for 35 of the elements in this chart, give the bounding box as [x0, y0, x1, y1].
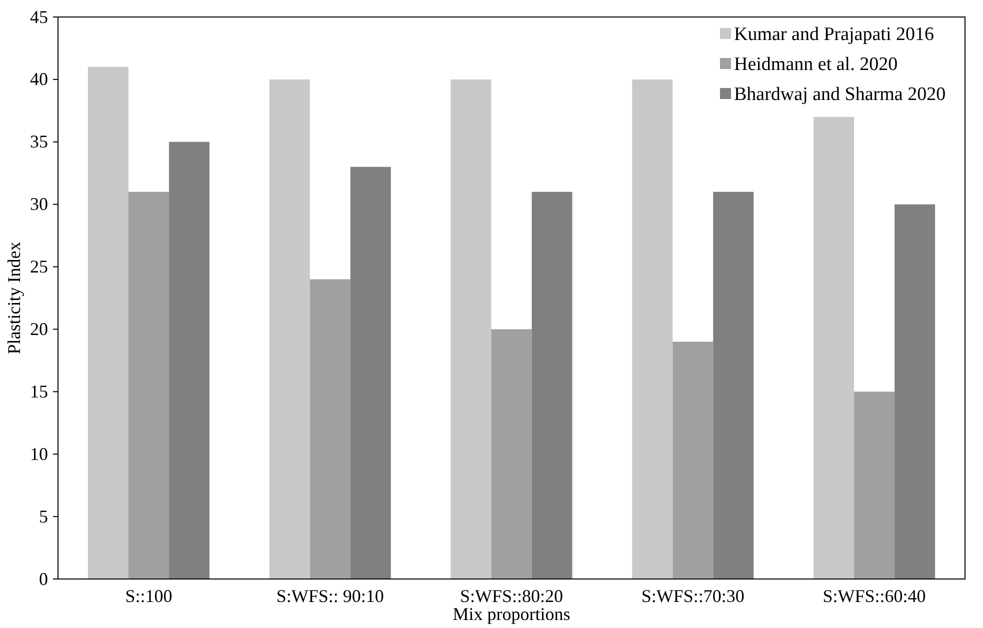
bar: [854, 392, 895, 579]
legend-label: Bhardwaj and Sharma 2020: [734, 84, 946, 105]
y-tick-label: 45: [30, 6, 48, 27]
legend-label: Kumar and Prajapati 2016: [734, 24, 934, 45]
x-axis-title: Mix proportions: [452, 604, 570, 624]
y-tick-label: 10: [30, 444, 48, 464]
bar: [894, 204, 936, 579]
bar: [532, 192, 572, 579]
y-tick-label: 0: [39, 568, 48, 589]
bar: [814, 116, 854, 579]
y-tick-label: 40: [30, 69, 48, 90]
y-tick-label: 20: [30, 318, 48, 339]
bar: [672, 342, 714, 579]
y-tick-label: 15: [30, 381, 48, 402]
x-tick-label: S:WFS:: 90:10: [276, 586, 384, 606]
x-tick-label: S::100: [125, 586, 172, 606]
bar: [713, 192, 754, 579]
y-axis-title: Plasticity Index: [4, 242, 24, 354]
bar: [350, 166, 391, 579]
bar: [88, 66, 128, 579]
bar: [491, 329, 532, 579]
bar: [310, 279, 350, 579]
x-tick-label: S:WFS::70:30: [641, 586, 744, 606]
bar: [168, 142, 210, 579]
bar: [632, 79, 673, 579]
y-tick-label: 30: [30, 194, 48, 214]
y-tick-label: 5: [39, 506, 48, 526]
y-tick-label: 35: [30, 132, 48, 152]
x-tick-label: S:WFS::80:20: [460, 586, 564, 606]
x-tick-label: S:WFS::60:40: [822, 586, 926, 606]
y-tick-label: 25: [30, 256, 48, 277]
bar: [128, 192, 169, 579]
bar: [450, 79, 492, 579]
bar: [269, 79, 310, 579]
legend-label: Heidmann et al. 2020: [734, 54, 898, 75]
